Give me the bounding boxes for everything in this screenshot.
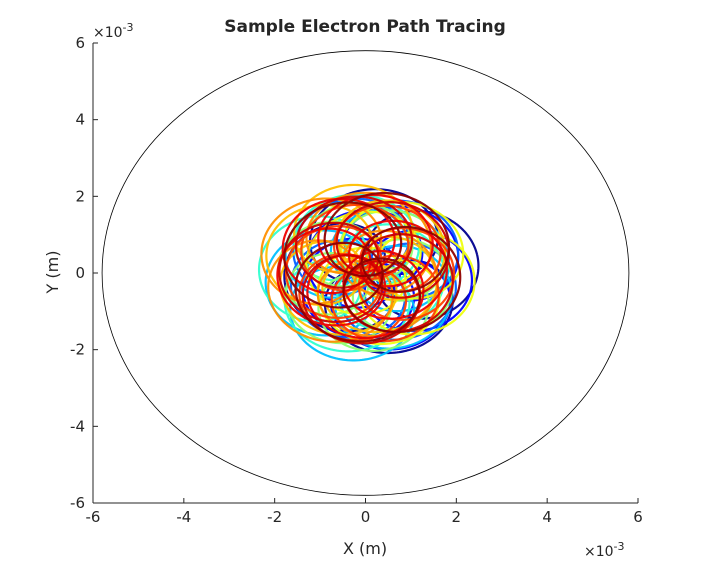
y-tick-label-4: 2 <box>75 187 85 205</box>
y-axis-label: Y (m) <box>43 251 62 295</box>
x-tick-label-5: 4 <box>542 508 552 526</box>
x-tick-label-0: -6 <box>86 508 101 526</box>
plot-area <box>101 50 630 496</box>
x-tick-label-1: -4 <box>176 508 191 526</box>
electron-path-3 <box>289 197 460 341</box>
x-axis-label: X (m) <box>343 539 387 558</box>
x-axis-exponent: ×10-3 <box>584 540 625 560</box>
y-tick-label-5: 4 <box>75 111 85 129</box>
svg-text:×10-3: ×10-3 <box>584 540 625 560</box>
axes: -6 -4 -2 0 2 4 6 -6 -4 -2 0 2 4 6 <box>70 34 643 526</box>
electron-path-13 <box>283 191 462 343</box>
x-tick-label-3: 0 <box>361 508 371 526</box>
boundary-circle <box>101 50 630 496</box>
y-exponent-power: -3 <box>123 21 134 34</box>
y-tick-label-0: -6 <box>70 494 85 512</box>
svg-text:×10-3: ×10-3 <box>93 21 134 41</box>
y-exponent-base: ×10 <box>93 25 123 41</box>
y-tick-label-6: 6 <box>75 34 85 52</box>
x-tick-label-6: 6 <box>633 508 643 526</box>
y-tick-label-3: 0 <box>75 264 85 282</box>
y-tick-label-1: -4 <box>70 417 85 435</box>
electron-path-12 <box>278 195 454 345</box>
chart-title: Sample Electron Path Tracing <box>224 17 506 37</box>
y-tick-label-2: -2 <box>70 341 85 359</box>
x-tick-label-4: 2 <box>452 508 462 526</box>
x-exponent-base: ×10 <box>584 544 614 560</box>
traces-group <box>101 50 630 496</box>
x-exponent-power: -3 <box>614 540 625 553</box>
y-axis-exponent: ×10-3 <box>93 21 134 41</box>
x-tick-label-2: -2 <box>267 508 282 526</box>
